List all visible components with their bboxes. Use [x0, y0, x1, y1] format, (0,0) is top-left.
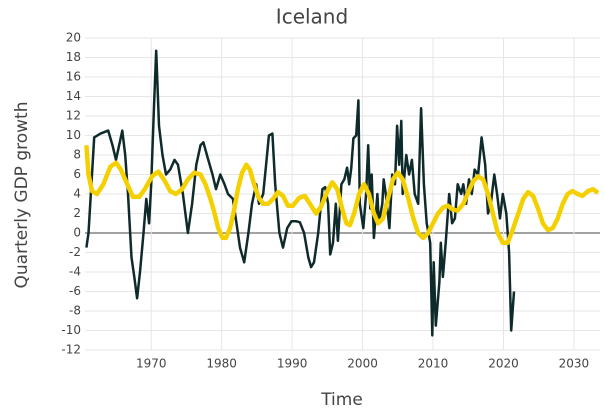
x-tick-label: 2010	[418, 357, 449, 371]
y-tick-label: -10	[61, 323, 81, 337]
y-tick-label: -12	[61, 343, 81, 357]
y-tick-label: 18	[66, 50, 81, 64]
y-tick-label: 16	[66, 70, 81, 84]
y-axis-title: Quarterly GDP growth	[12, 102, 32, 289]
series-line	[85, 49, 516, 337]
y-tick-label: 20	[66, 31, 81, 45]
y-tick-label: 2	[73, 206, 81, 220]
y-tick-label: -6	[69, 284, 81, 298]
y-tick-label: 14	[66, 89, 81, 103]
x-axis-title: Time	[320, 390, 363, 410]
y-tick-label: 8	[73, 148, 81, 162]
x-tick-label: 2020	[488, 357, 519, 371]
x-tick-label: 1970	[136, 357, 167, 371]
series-line	[84, 145, 600, 246]
chart-title: Iceland	[276, 5, 348, 29]
y-tick-label: -8	[69, 304, 81, 318]
y-tick-label: 0	[73, 226, 81, 240]
x-tick-label: 2030	[559, 357, 590, 371]
y-tick-label: 10	[66, 128, 81, 142]
x-tick-label: 2000	[347, 357, 378, 371]
y-tick-label: 6	[73, 167, 81, 181]
y-tick-label: 12	[66, 109, 81, 123]
x-tick-label: 1980	[206, 357, 237, 371]
x-tick-label: 1990	[277, 357, 308, 371]
y-tick-label: -4	[69, 265, 81, 279]
y-tick-label: 4	[73, 187, 81, 201]
y-tick-label: -2	[69, 245, 81, 259]
